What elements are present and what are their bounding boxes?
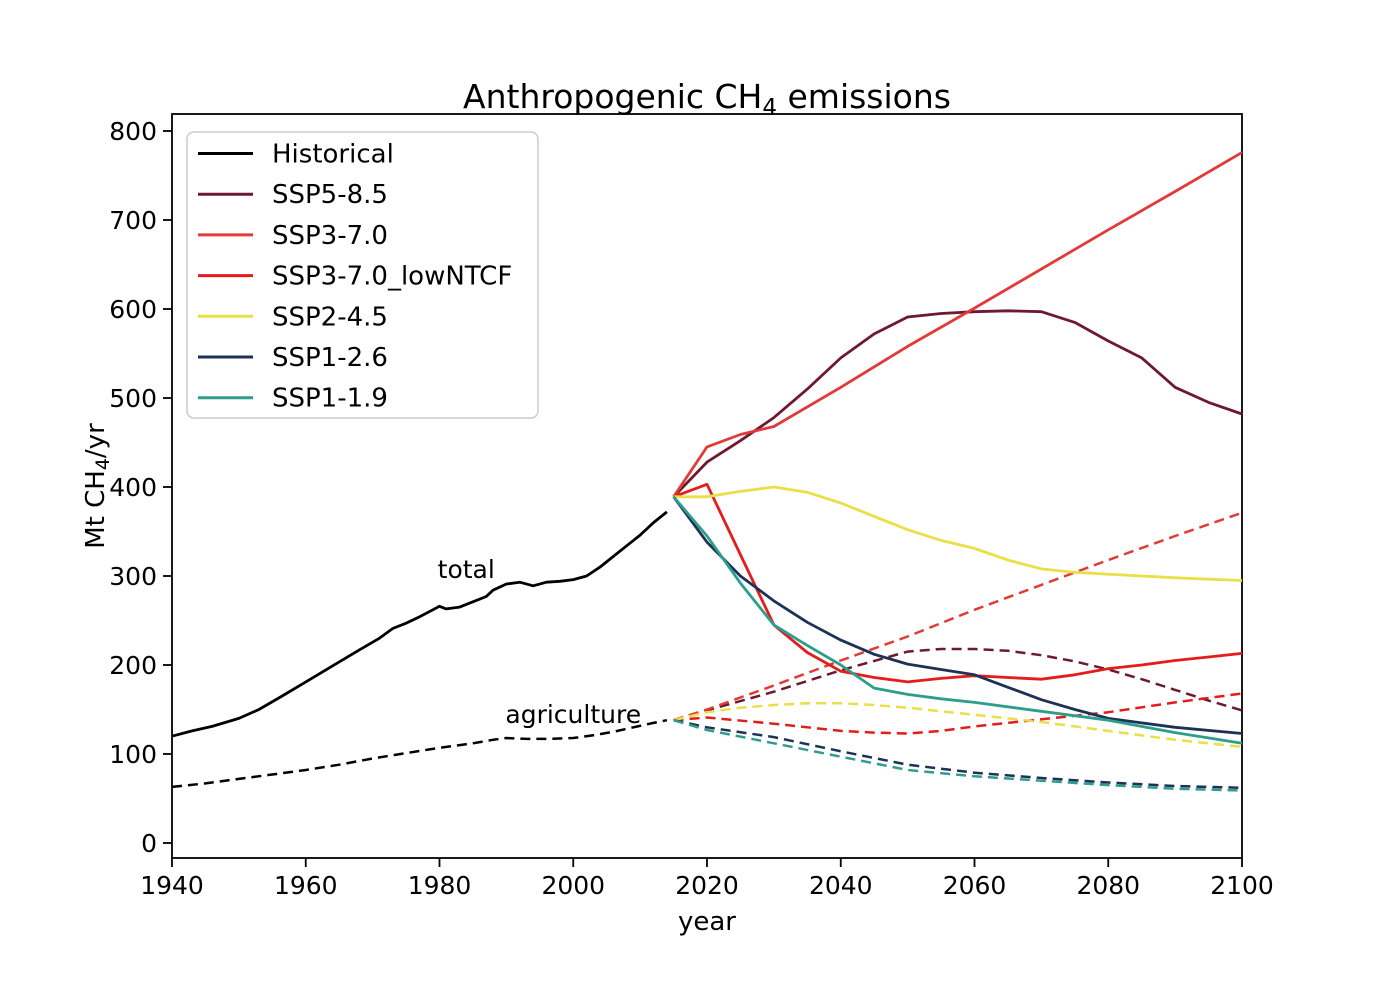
x-tick-label: 2060 — [943, 871, 1007, 900]
line-agriculture-ssp5-8.5 — [673, 647, 1243, 722]
y-tick-label: 400 — [109, 473, 157, 502]
legend-label-historical: Historical — [272, 140, 394, 170]
line-total-ssp2-4.5 — [673, 485, 1243, 582]
annotations: total agriculture — [438, 555, 641, 729]
data-series — [171, 151, 1243, 792]
line-agriculture-historical — [171, 718, 668, 789]
legend-label-ssp1-1.9: SSP1-1.9 — [272, 384, 388, 414]
y-tick-label: 600 — [109, 295, 157, 324]
x-tick-label: 1960 — [274, 871, 338, 900]
line-total-ssp1-2.6 — [672, 495, 1243, 735]
x-tick-label: 2080 — [1076, 871, 1140, 900]
line-agriculture-ssp1-2.6 — [673, 718, 1243, 790]
legend-label-ssp2-4.5: SSP2-4.5 — [272, 302, 388, 332]
y-tick-label: 800 — [109, 117, 157, 146]
line-agriculture-ssp3-7.0 — [673, 511, 1243, 722]
annotation-total: total — [438, 555, 495, 584]
legend-label-ssp1-2.6: SSP1-2.6 — [272, 343, 388, 373]
legend-box — [186, 131, 539, 419]
line-total-historical — [171, 510, 668, 738]
x-axis-ticks: 1940 1960 1980 2000 2020 2040 2060 2080 2100 — [140, 858, 1274, 900]
y-tick-label: 0 — [141, 829, 157, 858]
y-axis-label: Mt CH4/yr — [81, 423, 114, 549]
y-axis-ticks: 0 100 200 300 400 500 600 700 800 — [109, 117, 172, 858]
y-tick-label: 100 — [109, 740, 157, 769]
legend-label-ssp3-7.0-lowntcf: SSP3-7.0_lowNTCF — [272, 262, 512, 292]
y-tick-label: 700 — [109, 206, 157, 235]
legend: Historical SSP5-8.5 SSP3-7.0 SSP3-7.0_lowNT… — [186, 131, 539, 419]
line-agriculture-ssp1-1.9 — [673, 719, 1243, 792]
x-tick-label: 2000 — [541, 871, 605, 900]
line-agriculture-ssp3-7.0-lowntcf — [673, 692, 1243, 735]
chart-title: Anthropogenic CH4 emissions — [463, 77, 951, 121]
y-tick-label: 300 — [109, 562, 157, 591]
y-tick-label: 500 — [109, 384, 157, 413]
line-agriculture-ssp2-4.5 — [673, 702, 1243, 749]
line-total-ssp5-8.5 — [672, 309, 1243, 498]
x-tick-label: 2100 — [1210, 871, 1274, 900]
annotation-agriculture: agriculture — [505, 700, 641, 729]
line-total-ssp3-7.0-lowntcf — [673, 482, 1243, 684]
y-tick-label: 200 — [109, 651, 157, 680]
x-tick-label: 2020 — [675, 871, 739, 900]
x-tick-label: 1940 — [140, 871, 204, 900]
x-tick-label: 1980 — [408, 871, 472, 900]
line-total-ssp3-7.0 — [672, 151, 1243, 498]
legend-label-ssp5-8.5: SSP5-8.5 — [272, 180, 388, 210]
line-total-ssp1-1.9 — [672, 495, 1243, 745]
x-tick-label: 2040 — [809, 871, 873, 900]
legend-label-ssp3-7.0: SSP3-7.0 — [272, 221, 388, 251]
x-axis-label: year — [678, 907, 736, 937]
